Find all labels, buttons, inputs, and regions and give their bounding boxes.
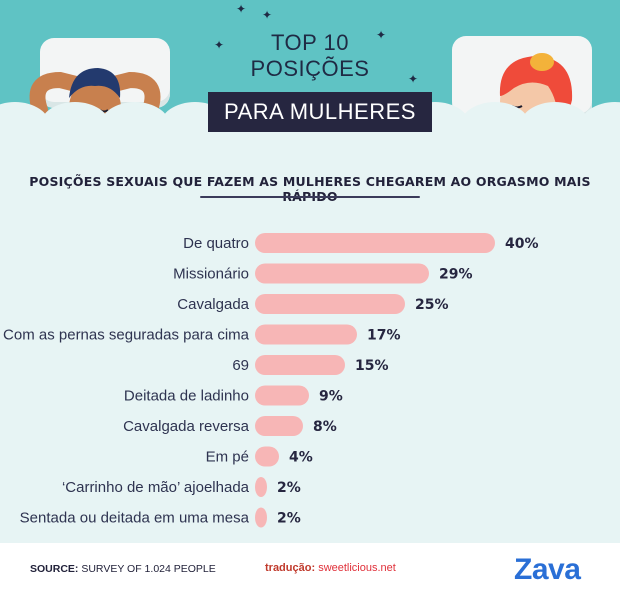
bar bbox=[255, 233, 495, 253]
brand-logo: Zava bbox=[514, 553, 581, 586]
bar bbox=[255, 477, 267, 497]
category-label: Deitada de ladinho bbox=[124, 388, 249, 405]
bar bbox=[255, 263, 429, 284]
category-label: ‘Carrinho de mão’ ajoelhada bbox=[62, 479, 250, 496]
title-line-1: TOP 10 bbox=[270, 30, 349, 55]
bar bbox=[255, 294, 405, 314]
chart-panel bbox=[0, 160, 620, 543]
title-highlight: PARA MULHERES bbox=[208, 92, 432, 132]
bar-chart: De quatro 40% Missionário 29% Cavalgada 25% Co… bbox=[3, 233, 539, 528]
bar bbox=[255, 416, 303, 436]
value-label: 15% bbox=[355, 358, 389, 374]
bar bbox=[255, 355, 345, 375]
translation-key: tradução: bbox=[265, 562, 316, 574]
sparkle-icon: ✦ bbox=[408, 72, 419, 86]
bar bbox=[255, 385, 309, 406]
bar bbox=[255, 446, 279, 467]
footer bbox=[0, 543, 620, 598]
category-label: De quatro bbox=[183, 235, 249, 252]
category-label: Cavalgada bbox=[177, 296, 249, 313]
category-label: Missionário bbox=[173, 266, 249, 283]
value-label: 25% bbox=[415, 297, 449, 313]
page-title: TOP 10 POSIÇÕES bbox=[190, 30, 430, 82]
chart-title: POSIÇÕES SEXUAIS QUE FAZEM AS MULHERES C… bbox=[29, 174, 591, 204]
category-label: Cavalgada reversa bbox=[123, 418, 250, 435]
sparkle-icon: ✦ bbox=[214, 38, 225, 52]
source-key: SOURCE: bbox=[30, 563, 79, 575]
title-line-2: POSIÇÕES bbox=[250, 56, 370, 81]
translation-value: sweetlicious.net bbox=[318, 562, 396, 574]
sparkle-icon: ✦ bbox=[236, 2, 247, 16]
title-underline bbox=[200, 196, 420, 198]
value-label: 29% bbox=[439, 267, 473, 283]
category-label: 69 bbox=[232, 357, 249, 374]
value-label: 4% bbox=[289, 450, 313, 466]
source-note: SOURCE: SURVEY OF 1.024 PEOPLE bbox=[30, 563, 216, 575]
sparkle-icon: ✦ bbox=[262, 8, 273, 22]
sparkle-icon: ✦ bbox=[376, 28, 387, 42]
value-label: 17% bbox=[367, 328, 401, 344]
value-label: 2% bbox=[277, 480, 301, 496]
value-label: 40% bbox=[505, 236, 539, 252]
source-value: SURVEY OF 1.024 PEOPLE bbox=[81, 563, 216, 575]
header-banner: ✦ ✦ ✦ ✦ ✦ TOP 10 POSIÇÕES PARA MULHERES bbox=[0, 0, 620, 160]
translation-credit: tradução: sweetlicious.net bbox=[265, 562, 396, 574]
value-label: 8% bbox=[313, 419, 337, 435]
bar bbox=[255, 324, 357, 345]
value-label: 9% bbox=[319, 389, 343, 405]
category-label: Sentada ou deitada em uma mesa bbox=[20, 510, 250, 527]
value-label: 2% bbox=[277, 511, 301, 527]
bar bbox=[255, 507, 267, 528]
category-label: Em pé bbox=[206, 449, 249, 466]
category-label: Com as pernas seguradas para cima bbox=[3, 327, 250, 344]
